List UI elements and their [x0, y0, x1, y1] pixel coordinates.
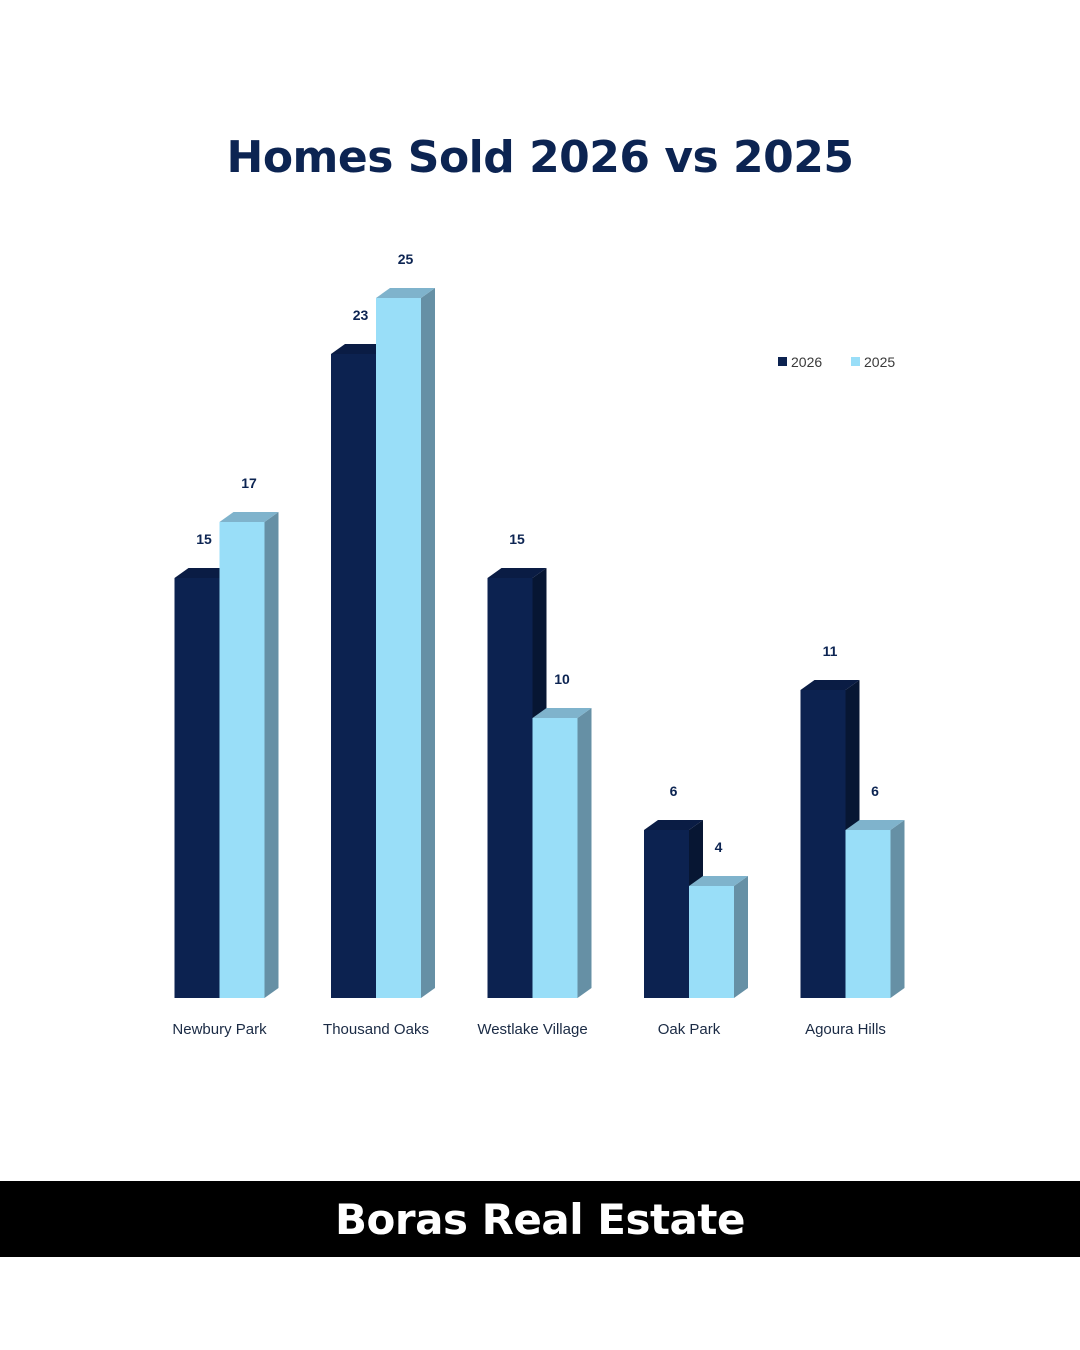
x-tick-label: Agoura Hills [805, 1021, 886, 1038]
data-label: 15 [509, 531, 525, 547]
data-label: 4 [715, 839, 723, 855]
bar-2025-westlake-village [532, 708, 592, 998]
legend-swatch [778, 357, 787, 366]
legend-label: 2026 [791, 354, 822, 370]
data-label: 6 [871, 783, 879, 799]
x-tick-label: Oak Park [658, 1021, 721, 1038]
x-tick-label: Newbury Park [172, 1021, 267, 1038]
bars-layer [174, 288, 905, 998]
data-label: 25 [398, 251, 414, 267]
bar-2025-oak-park [689, 876, 748, 998]
bar-chart: 15 17 23 25 15 10 6 4 11 6 Newbury Park Thousand O… [172, 251, 905, 1038]
x-tick-label: Westlake Village [477, 1021, 587, 1038]
data-label: 17 [241, 475, 257, 491]
footer-bar: Boras Real Estate [0, 1181, 1080, 1257]
legend-item-2025: 2025 [851, 354, 895, 370]
x-tick-label: Thousand Oaks [323, 1021, 429, 1038]
data-label: 6 [670, 783, 678, 799]
legend-swatch [851, 357, 860, 366]
x-axis-labels: Newbury Park Thousand Oaks Westlake Villag… [172, 1021, 886, 1038]
legend: 2026 2025 [778, 354, 895, 370]
data-labels-layer: 15 17 23 25 15 10 6 4 11 6 [196, 251, 879, 855]
data-label: 11 [823, 643, 838, 659]
chart-title: Homes Sold 2026 vs 2025 [226, 132, 855, 183]
bar-2025-thousand-oaks [376, 288, 435, 998]
data-label: 15 [196, 531, 212, 547]
data-label: 10 [554, 671, 570, 687]
bar-2026-oak-park [644, 820, 703, 998]
bar-2025-newbury-park [219, 512, 279, 998]
bar-2025-agoura-hills [845, 820, 905, 998]
data-label: 23 [353, 307, 369, 323]
legend-item-2026: 2026 [778, 354, 822, 370]
footer-brand: Boras Real Estate [335, 1194, 745, 1244]
legend-label: 2025 [864, 354, 895, 370]
